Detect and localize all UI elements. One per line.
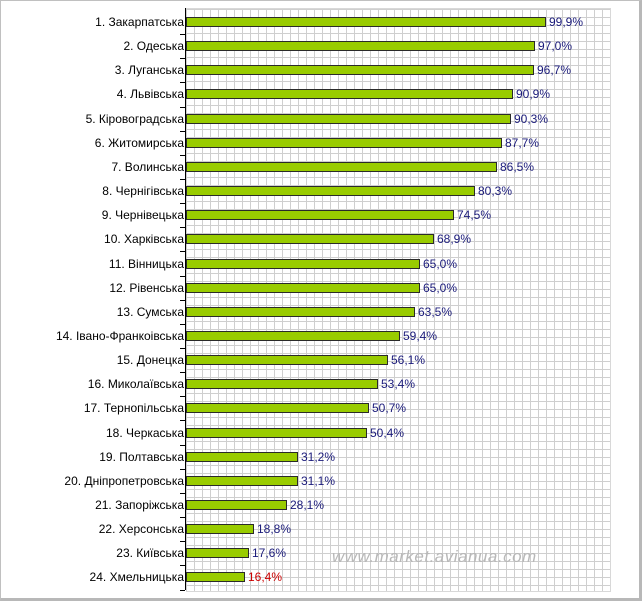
axis-tick	[180, 469, 185, 470]
plot-area-grid	[186, 8, 611, 592]
axis-tick	[180, 58, 185, 59]
bar	[186, 259, 420, 269]
category-label: 16. Миколаївська	[87, 377, 184, 392]
axis-tick	[180, 276, 185, 277]
value-label: 18,8%	[257, 522, 292, 537]
value-label: 59,4%	[403, 328, 438, 343]
bar	[186, 17, 546, 27]
value-label: 96,7%	[537, 63, 572, 78]
axis-tick	[180, 82, 185, 83]
bar	[186, 65, 534, 75]
value-label: 65,0%	[423, 256, 458, 271]
category-label: 9. Чернівецька	[101, 208, 184, 223]
value-label: 99,9%	[549, 15, 584, 29]
bar	[186, 379, 378, 389]
axis-tick	[180, 203, 185, 204]
bar	[186, 114, 511, 124]
bar	[186, 210, 454, 220]
category-label: 3. Луганська	[114, 63, 184, 78]
axis-tick	[180, 590, 185, 591]
value-label: 86,5%	[500, 159, 535, 174]
bar	[186, 403, 369, 413]
bar	[186, 452, 298, 462]
bar	[186, 428, 367, 438]
category-label: 11. Вінницька	[108, 256, 184, 271]
category-label: 7. Волинська	[111, 159, 184, 174]
bar	[186, 41, 535, 51]
axis-tick	[180, 251, 185, 252]
axis-tick	[180, 396, 185, 397]
axis-tick	[180, 107, 185, 108]
watermark-text: www.market.avianua.com	[332, 547, 537, 566]
value-label: 65,0%	[423, 280, 458, 295]
category-label: 22. Херсонська	[98, 522, 184, 537]
category-label: 4. Львівська	[116, 87, 184, 102]
axis-tick	[180, 541, 185, 542]
bar	[186, 548, 249, 558]
category-label: 14. Івано-Франкоівська	[55, 328, 184, 343]
bar	[186, 307, 415, 317]
value-label: 74,5%	[457, 208, 492, 223]
category-label: 15. Донецка	[116, 353, 184, 368]
value-label: 97,0%	[538, 39, 573, 54]
axis-tick	[180, 131, 185, 132]
bar	[186, 234, 434, 244]
category-label: 2. Одеська	[123, 39, 184, 54]
axis-tick	[180, 493, 185, 494]
category-label: 21. Запоріжська	[95, 498, 184, 512]
bar	[186, 572, 245, 582]
axis-tick	[180, 324, 185, 325]
category-label: 6. Житомирська	[94, 135, 184, 150]
category-label: 17. Тернопільська	[83, 401, 184, 416]
value-label: 90,3%	[514, 111, 549, 126]
axis-tick	[180, 155, 185, 156]
value-label: 50,4%	[370, 425, 405, 440]
bar	[186, 162, 497, 172]
axis-tick	[180, 445, 185, 446]
value-label: 31,1%	[301, 473, 336, 488]
bar	[186, 138, 502, 148]
value-label: 53,4%	[381, 377, 416, 392]
category-label: 12. Рівенська	[109, 280, 184, 295]
value-label: 63,5%	[418, 304, 453, 319]
axis-tick	[180, 179, 185, 180]
axis-tick	[180, 300, 185, 301]
value-label: 50,7%	[372, 401, 407, 416]
axis-tick	[180, 227, 185, 228]
axis-tick	[180, 420, 185, 421]
value-label: 87,7%	[505, 135, 540, 150]
category-label: 24. Хмельницька	[89, 570, 184, 585]
axis-tick	[180, 348, 185, 349]
bar	[186, 331, 400, 341]
category-label: 18. Черкаська	[106, 425, 184, 440]
value-label: 80,3%	[478, 184, 513, 199]
category-label: 5. Кіровоградська	[85, 111, 184, 126]
bar	[186, 500, 287, 510]
category-label: 19. Полтавська	[99, 449, 184, 464]
category-label: 8. Чернігівська	[102, 184, 184, 199]
value-label: 16,4%	[248, 570, 283, 585]
value-label: 17,6%	[252, 546, 287, 561]
value-label: 56,1%	[391, 353, 426, 368]
bar	[186, 524, 254, 534]
axis-tick	[180, 565, 185, 566]
bar	[186, 476, 298, 486]
bar	[186, 89, 513, 99]
category-label: 13. Сумська	[116, 304, 184, 319]
value-label: 90,9%	[516, 87, 551, 102]
axis-tick	[180, 372, 185, 373]
bar	[186, 283, 420, 293]
value-label: 68,9%	[437, 232, 472, 247]
axis-tick	[180, 517, 185, 518]
category-label: 23. Київська	[116, 546, 184, 561]
bar	[186, 186, 475, 196]
category-axis-line	[185, 8, 186, 590]
value-label: 28,1%	[290, 498, 325, 512]
category-label: 10. Харківська	[104, 232, 184, 247]
axis-tick	[180, 34, 185, 35]
value-label: 31,2%	[301, 449, 336, 464]
bar	[186, 355, 388, 365]
category-label: 1. Закарпатська	[95, 15, 184, 29]
category-label: 20. Дніпропетровська	[64, 473, 184, 488]
